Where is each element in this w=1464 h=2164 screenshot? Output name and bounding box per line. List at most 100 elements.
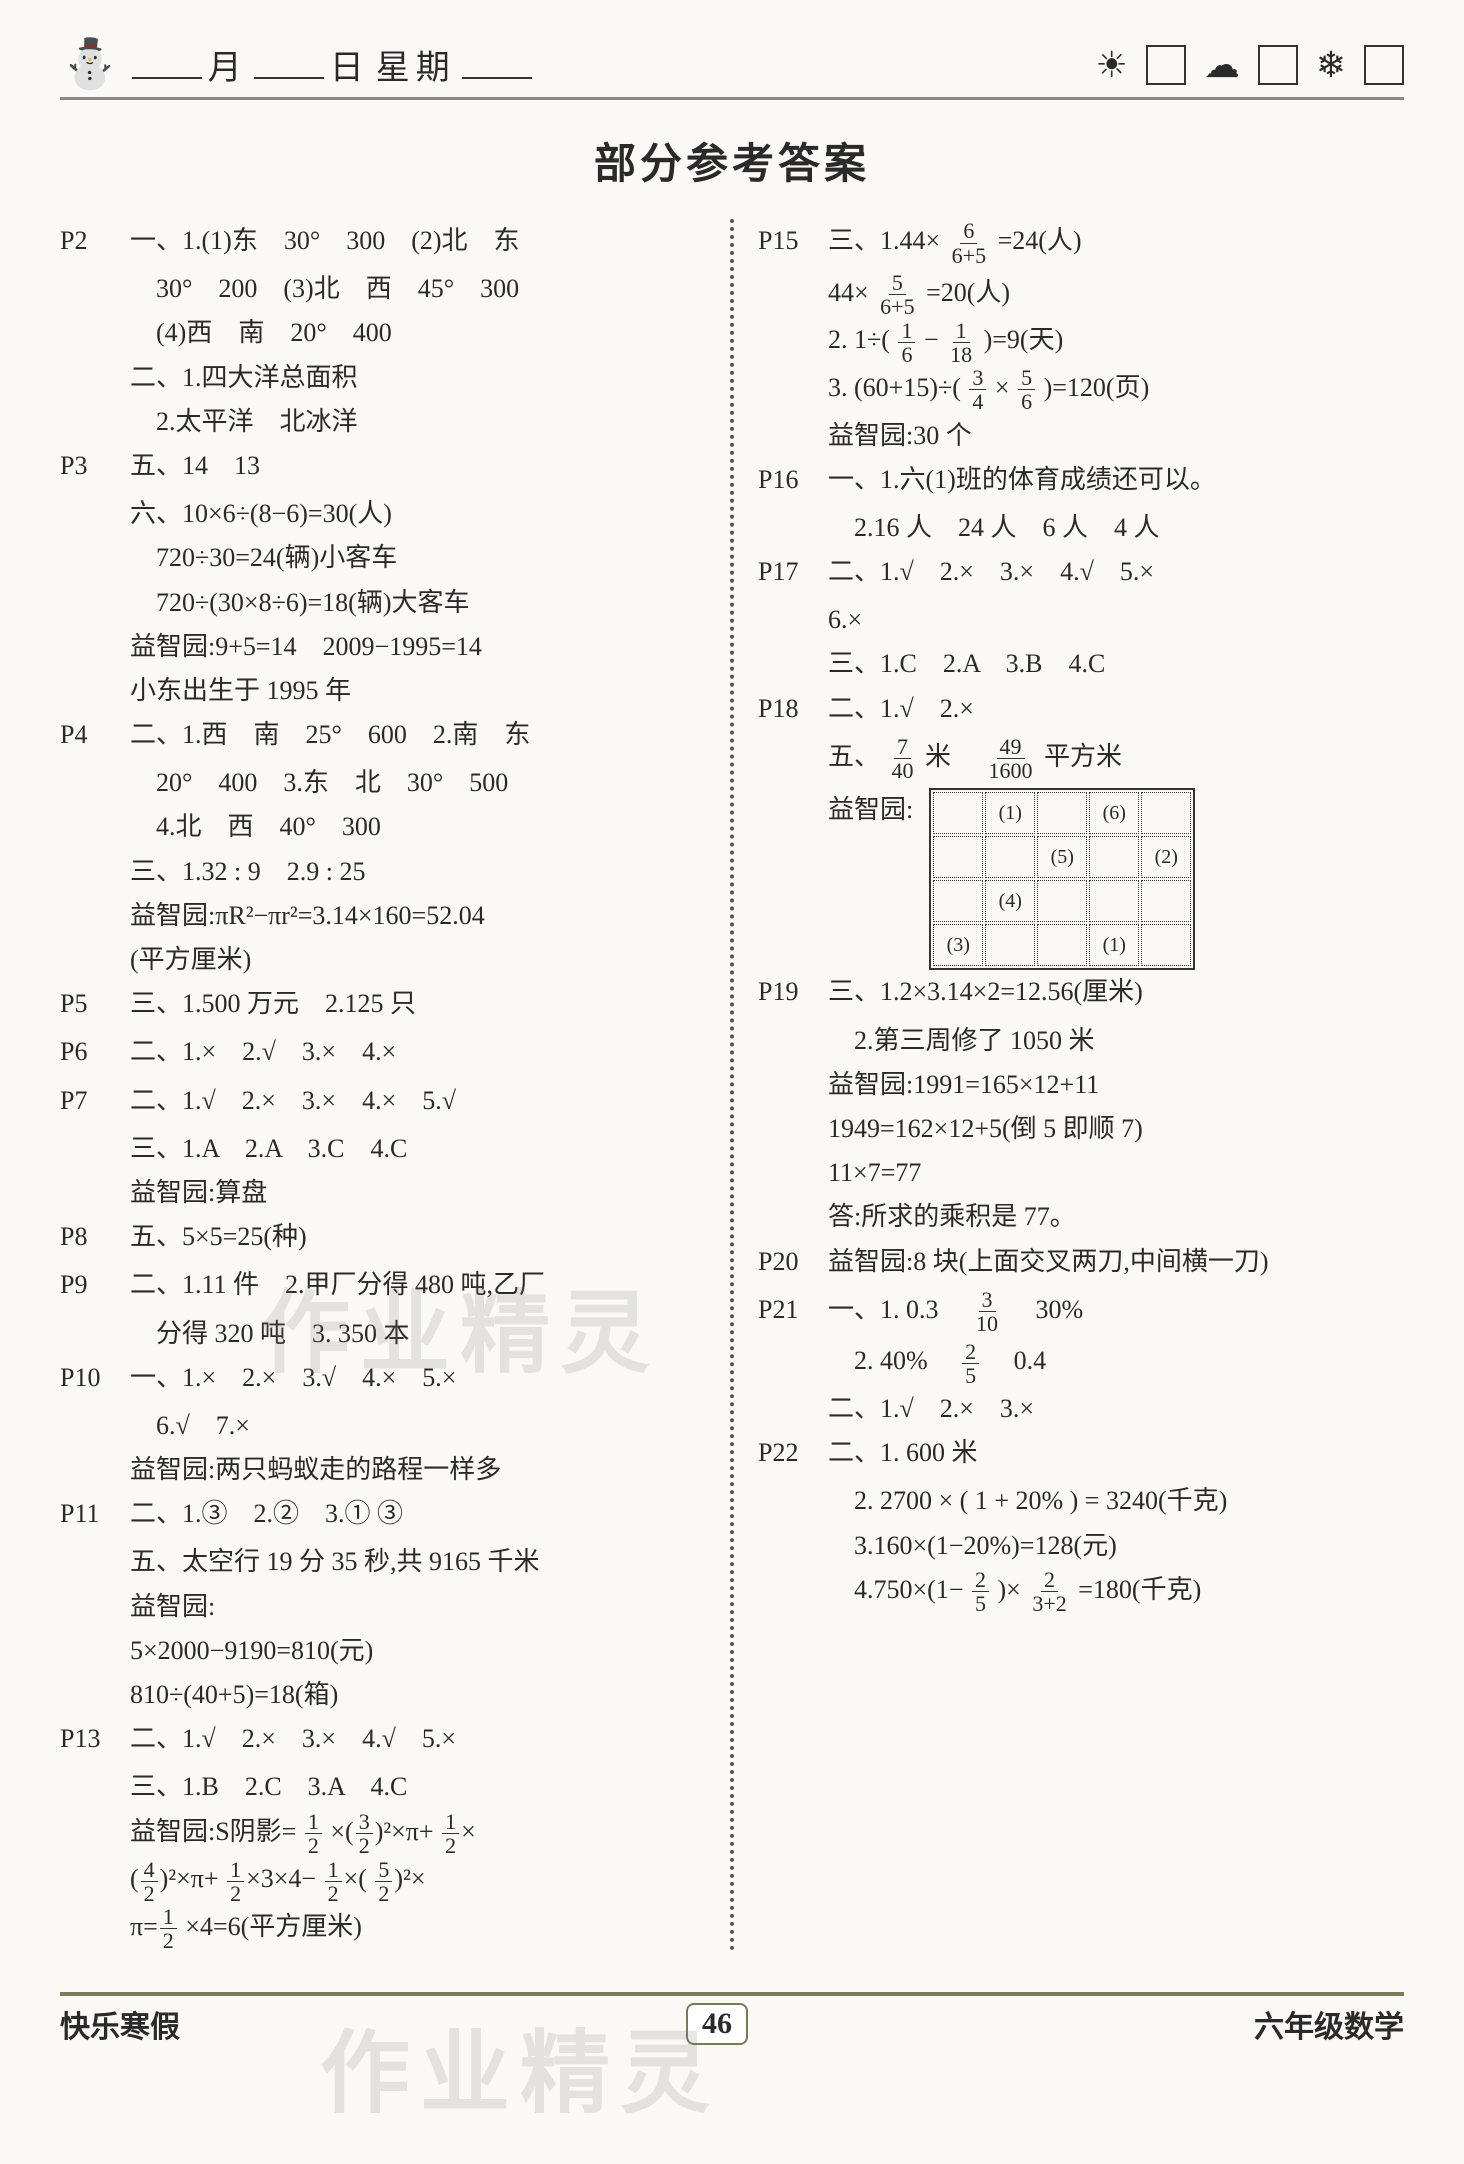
grid-cell: (5) bbox=[1037, 836, 1087, 878]
right-column: P15 三、1.44× 66+5 =24(人) 44× 56+5 =20(人) … bbox=[730, 219, 1404, 1952]
answer-content: 三、1.500 万元 2.125 只 bbox=[130, 982, 706, 1026]
answer-content: 二、1.西 南 25° 600 2.南 东 bbox=[130, 713, 706, 757]
grid-cell: (2) bbox=[1141, 836, 1191, 878]
answer-line: 1949=162×12+5(倒 5 即顺 7) bbox=[758, 1107, 1404, 1151]
frac: 56 bbox=[1018, 366, 1035, 413]
answer-line: 三、1.B 2.C 3.A 4.C bbox=[60, 1765, 706, 1809]
answer-line: 6.× bbox=[758, 598, 1404, 642]
page-ref: P16 bbox=[758, 458, 828, 502]
grid-cell: (1) bbox=[1089, 924, 1139, 966]
text: 4.750×(1− bbox=[828, 1575, 964, 1604]
page-ref: P22 bbox=[758, 1431, 828, 1475]
p18-yizhi: 益智园: (1)(6)(5)(2)(4)(3)(1) bbox=[758, 788, 1404, 970]
p13-line2: (42)²×π+ 12×3×4− 12×( 52)²× bbox=[60, 1857, 706, 1905]
answer-line: 分得 320 吨 3. 350 本 bbox=[60, 1312, 706, 1356]
snow-checkbox[interactable] bbox=[1364, 45, 1404, 85]
snow-icon: ❄ bbox=[1316, 44, 1346, 86]
frac: 25 bbox=[972, 1568, 989, 1615]
answer-line: 11×7=77 bbox=[758, 1151, 1404, 1195]
answer-content: 一、1.六(1)班的体育成绩还可以。 bbox=[828, 458, 1404, 502]
page-ref: P6 bbox=[60, 1030, 130, 1074]
page-ref: P13 bbox=[60, 1717, 130, 1761]
entry-p3: P3五、14 13 bbox=[60, 444, 706, 488]
page-ref: P5 bbox=[60, 982, 130, 1026]
sun-checkbox[interactable] bbox=[1146, 45, 1186, 85]
p13-line3: π=12 ×4=6(平方厘米) bbox=[60, 1905, 706, 1953]
entry-p20: P20益智园:8 块(上面交叉两刀,中间横一刀) bbox=[758, 1240, 1404, 1284]
answer-content: 三、1.2×3.14×2=12.56(厘米) bbox=[828, 970, 1404, 1014]
entry-p13: P13二、1.√ 2.× 3.× 4.√ 5.× bbox=[60, 1717, 706, 1761]
answer-content: 二、1.√ 2.× bbox=[828, 687, 1404, 731]
frac: 25 bbox=[962, 1340, 979, 1387]
answer-content: 一、1.× 2.× 3.√ 4.× 5.× bbox=[130, 1356, 706, 1400]
answer-line: 益智园:两只蚂蚁走的路程一样多 bbox=[60, 1448, 706, 1492]
answer-content: 二、1. 600 米 bbox=[828, 1431, 1404, 1475]
answer-line: 20° 400 3.东 北 30° 500 bbox=[60, 761, 706, 805]
page-ref: P3 bbox=[60, 444, 130, 488]
grid-diagram: (1)(6)(5)(2)(4)(3)(1) bbox=[929, 788, 1195, 970]
text: × bbox=[995, 373, 1010, 402]
answer-content: 一、1.(1)东 30° 300 (2)北 东 bbox=[130, 219, 706, 263]
footer-right: 六年级数学 bbox=[1254, 2002, 1404, 2046]
text: 2. 1÷( bbox=[828, 325, 890, 354]
frac: 12 bbox=[442, 1810, 459, 1857]
frac: 32 bbox=[356, 1810, 373, 1857]
grid-cell bbox=[933, 792, 983, 834]
answer-line: (4)西 南 20° 400 bbox=[60, 311, 706, 355]
page-ref: P11 bbox=[60, 1492, 130, 1536]
page-footer: 快乐寒假 46 六年级数学 bbox=[60, 1992, 1404, 2046]
entry-p4: P4二、1.西 南 25° 600 2.南 东 bbox=[60, 713, 706, 757]
p15-l3: 2. 1÷( 16 − 118 )=9(天) bbox=[758, 318, 1404, 366]
answer-line: 2.16 人 24 人 6 人 4 人 bbox=[758, 506, 1404, 550]
frac: 34 bbox=[969, 366, 986, 413]
answer-content: 二、1.√ 2.× 3.× 4.√ 5.× bbox=[828, 550, 1404, 594]
entry-p10: P10一、1.× 2.× 3.√ 4.× 5.× bbox=[60, 1356, 706, 1400]
entry-p18: P18二、1.√ 2.× bbox=[758, 687, 1404, 731]
p13-yizhi: 益智园:S阴影= 12 ×(32)²×π+ 12× bbox=[60, 1810, 706, 1858]
entry-p15: P15 三、1.44× 66+5 =24(人) bbox=[758, 219, 1404, 267]
page-ref: P15 bbox=[758, 219, 828, 267]
weekday-blank[interactable] bbox=[462, 53, 532, 79]
date-block: ⛄ 月 日 星期 bbox=[60, 40, 532, 89]
p21-l2: 2. 40% 25 0.4 bbox=[758, 1339, 1404, 1387]
page-ref: P20 bbox=[758, 1240, 828, 1284]
p15-l4: 3. (60+15)÷( 34 × 56 )=120(页) bbox=[758, 366, 1404, 414]
cloud-checkbox[interactable] bbox=[1258, 45, 1298, 85]
frac: 66+5 bbox=[949, 219, 989, 266]
page-ref: P9 bbox=[60, 1263, 130, 1307]
entry-p9: P9二、1.11 件 2.甲厂分得 480 吨,乙厂 bbox=[60, 1263, 706, 1307]
answer-content: 三、1.44× 66+5 =24(人) bbox=[828, 219, 1404, 267]
snowman-icon: ⛄ bbox=[60, 41, 120, 89]
answer-line: 益智园:1991=165×12+11 bbox=[758, 1063, 1404, 1107]
day-char: 日 bbox=[330, 40, 370, 89]
grid-cell bbox=[1037, 880, 1087, 922]
grid-cell bbox=[985, 924, 1035, 966]
page-ref: P4 bbox=[60, 713, 130, 757]
answer-line: 益智园:9+5=14 2009−1995=14 bbox=[60, 625, 706, 669]
day-blank[interactable] bbox=[254, 53, 324, 79]
frac: 118 bbox=[947, 319, 975, 366]
weekday-label: 星期 bbox=[376, 40, 456, 89]
grid-cell: (3) bbox=[933, 924, 983, 966]
left-column: P2一、1.(1)东 30° 300 (2)北 东 30° 200 (3)北 西… bbox=[60, 219, 730, 1952]
answer-content: 二、1.√ 2.× 3.× 4.× 5.√ bbox=[130, 1079, 706, 1123]
cloud-icon: ☁ bbox=[1204, 44, 1240, 86]
answer-line: 810÷(40+5)=18(箱) bbox=[60, 1673, 706, 1717]
frac: 42 bbox=[141, 1858, 158, 1905]
frac: 12 bbox=[227, 1858, 244, 1905]
text: )=120(页) bbox=[1044, 373, 1150, 402]
answer-content: 二、1.③ 2.② 3.① ③ bbox=[130, 1492, 706, 1536]
entry-p5: P5三、1.500 万元 2.125 只 bbox=[60, 982, 706, 1026]
grid-cell bbox=[1089, 880, 1139, 922]
text: 2. 40% bbox=[828, 1346, 954, 1375]
month-blank[interactable] bbox=[132, 53, 202, 79]
page-ref: P10 bbox=[60, 1356, 130, 1400]
answer-line: 720÷30=24(辆)小客车 bbox=[60, 536, 706, 580]
entry-p19: P19三、1.2×3.14×2=12.56(厘米) bbox=[758, 970, 1404, 1014]
text: 平方米 bbox=[1044, 742, 1122, 771]
p21-l3: 二、1.√ 2.× 3.× bbox=[758, 1387, 1404, 1431]
entry-p16: P16一、1.六(1)班的体育成绩还可以。 bbox=[758, 458, 1404, 502]
text: =24(人) bbox=[998, 226, 1082, 255]
grid-cell: (6) bbox=[1089, 792, 1139, 834]
answer-content: 一、1. 0.3 310 30% bbox=[828, 1288, 1404, 1336]
